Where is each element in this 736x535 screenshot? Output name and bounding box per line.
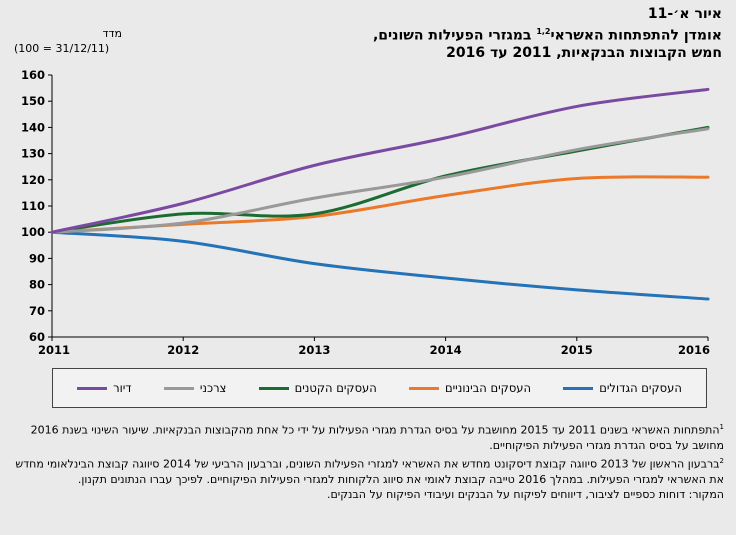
title-line-1: איור א׳-11: [647, 6, 722, 22]
y-axis-unit-label: מדד: [102, 27, 122, 40]
legend-swatch-large: [563, 386, 594, 390]
footnote-2-text: ברבעון הראשון של 2013 סיווגה קבוצת דיסקו…: [15, 457, 724, 486]
y-axis-unit-base: (100 = 31/12/11): [14, 42, 110, 55]
footnote-1: 1התפתחות האשראי בשנים 2011 עד 2015 מחושב…: [14, 420, 724, 454]
legend-label-medium: העסקים הבינוניים: [444, 381, 532, 395]
legend-swatch-consumer: [163, 386, 194, 390]
y-tick-label-100: 100: [21, 225, 45, 239]
x-tick-label-2015: 2015: [561, 343, 593, 357]
legend-item-medium: העסקים הבינוניים: [408, 381, 532, 395]
source-text: המקור: דוחות כספיים לציבור, דיווחים לפיק…: [326, 488, 724, 502]
legend-swatch-medium: [408, 386, 439, 390]
y-tick-label-110: 110: [21, 199, 45, 213]
legend-label-large: העסקים הגדולים: [599, 381, 682, 395]
y-axis-unit: מדד (100 = 31/12/11): [14, 26, 134, 56]
y-tick-label-70: 70: [29, 304, 45, 318]
y-tick-label-160: 160: [21, 68, 45, 82]
legend-label-housing: דיור: [113, 381, 132, 395]
title-footnote-marks: 1,2: [536, 27, 551, 36]
title-line-2-main: אומדן להתפתחות האשראי: [550, 27, 723, 44]
legend-item-housing: דיור: [77, 381, 132, 395]
legend-item-consumer: צרכני: [163, 381, 227, 395]
footnote-2: 2ברבעון הראשון של 2013 סיווגה קבוצת דיסק…: [14, 454, 724, 488]
source-note: המקור: דוחות כספיים לציבור, דיווחים לפיק…: [14, 487, 724, 503]
y-tick-label-130: 130: [21, 147, 45, 161]
footnote-1-text: התפתחות האשראי בשנים 2011 עד 2015 מחושבת…: [30, 423, 724, 453]
legend-item-small: העסקים הקטנים: [258, 381, 377, 395]
y-tick-label-90: 90: [29, 251, 45, 265]
legend-label-consumer: צרכני: [199, 381, 227, 395]
footnotes: 1התפתחות האשראי בשנים 2011 עד 2015 מחושב…: [14, 420, 724, 503]
legend-swatch-small: [258, 386, 289, 390]
footnote-1-mark: 1: [719, 423, 724, 431]
x-tick-label-2012: 2012: [167, 343, 199, 357]
footnote-2-mark: 2: [719, 456, 724, 465]
x-tick-label-2016: 2016: [678, 343, 710, 357]
chart-title: איור א׳-11 אומדן להתפתחות האשראי1,2 במגז…: [262, 6, 722, 62]
series-line-housing: [50, 87, 710, 234]
x-tick-label-2014: 2014: [430, 343, 462, 357]
legend-item-large: העסקים הגדולים: [563, 381, 682, 395]
y-tick-label-80: 80: [29, 278, 45, 292]
title-line-2: אומדן להתפתחות האשראי1,2 במגזרי הפעילות …: [262, 23, 722, 45]
line-chart: 60 70 80 90 100 110 120 130 140 150 160 2011 2012 201…: [21, 68, 710, 357]
series-line-consumer: [50, 127, 710, 234]
y-tick-label-150: 150: [21, 94, 45, 108]
series-line-medium: [50, 175, 710, 234]
y-tick-label-120: 120: [21, 173, 45, 187]
title-line-2-rest: במגזרי הפעילות השונים,: [372, 27, 537, 44]
axes: 60 70 80 90 100 110 120 130 140 150 160 2011 2012 201…: [21, 68, 710, 357]
series-lines: [50, 87, 710, 301]
legend-label-small: העסקים הקטנים: [294, 381, 377, 395]
legend-swatch-housing: [77, 386, 108, 390]
series-line-large: [50, 230, 710, 301]
y-tick-label-140: 140: [21, 120, 45, 134]
title-line-3: חמש הקבוצות הבנקאיות, 2011 עד 2016: [446, 44, 722, 61]
x-tick-label-2011: 2011: [38, 343, 70, 357]
x-tick-label-2013: 2013: [298, 343, 330, 357]
y-tick-label-60: 60: [29, 330, 45, 344]
legend: העסקים הגדולים העסקים הבינוניים העסקים הקט…: [52, 368, 707, 408]
